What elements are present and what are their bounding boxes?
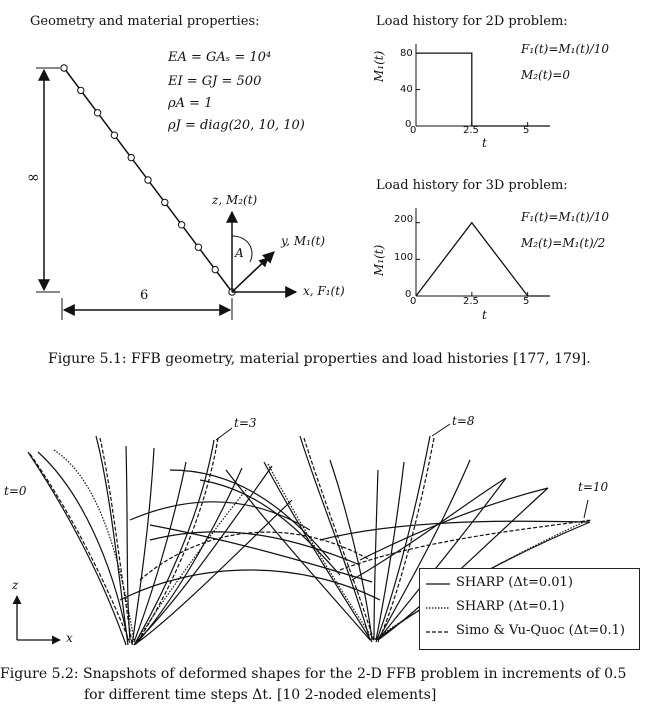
legend-item-dashed: Simo & Vu-Quoc (Δt=0.1) [420,621,639,643]
figure-5-2-caption-line2: for different time steps Δt. [10 2-noded… [84,687,437,703]
plot-2d-xtick-5: 5 [523,125,530,136]
legend-label-dotted: SHARP (Δt=0.1) [456,599,565,614]
plot-3d-xtick-0: 0 [410,296,417,307]
load-series-line [416,52,550,127]
snapshot-x-label: x [66,631,73,645]
property-ea: EA = GAₛ = 10⁴ [168,50,272,65]
plot-3d-xtick-5: 5 [523,296,530,307]
width-label: 6 [140,288,149,303]
time-label-0: t=0 [4,484,27,498]
plot-2d-ytick-80: 80 [400,48,413,59]
legend-label-solid: SHARP (Δt=0.01) [456,575,573,590]
plot-3d-xlabel: t [482,308,487,322]
legend-item-solid: SHARP (Δt=0.01) [420,573,639,595]
plot-2d-eq2: M₂(t)=0 [521,68,570,82]
plot-3d-xtick-25: 2.5 [463,296,479,307]
time-label-8: t=8 [452,414,475,428]
plot-3d-ytick-200: 200 [394,214,414,225]
geometry-diagram [36,64,298,320]
plot-3d-eq1: F₁(t)=M₁(t)/10 [521,210,609,224]
figure-5-2-caption-line1: Figure 5.2: Snapshots of deformed shapes… [0,666,627,682]
plot-2d-eq1: F₁(t)=M₁(t)/10 [521,42,609,56]
plot-2d-xtick-25: 2.5 [463,125,479,136]
angle-label: A [235,246,244,260]
property-ei: EI = GJ = 500 [168,74,262,89]
plot-3d-ytick-100: 100 [394,252,414,263]
plot-3d-eq2: M₂(t)=M₁(t)/2 [521,236,606,250]
plot-2d-chart [415,44,550,127]
property-rhoa: ρA = 1 [168,96,213,111]
time-label-10: t=10 [578,480,609,494]
property-rhoj: ρJ = diag(20, 10, 10) [168,118,305,133]
angle-arc [231,235,253,263]
plot-3d-chart [415,208,550,297]
plot-2d-xtick-0: 0 [410,125,417,136]
legend: SHARP (Δt=0.01) SHARP (Δt=0.1) Simo & Vu… [419,568,640,650]
plot-3d-ytick-0: 0 [405,289,412,300]
z-axis-label: z, M₂(t) [212,193,258,207]
plot-2d-ytick-0: 0 [405,119,412,130]
x-axis-label: x, F₁(t) [303,284,345,298]
snapshot-z-label: z [12,578,19,592]
plot-3d-heading: Load history for 3D problem: [376,178,568,193]
plot-2d-ytick-40: 40 [400,84,413,95]
height-infinity-label: ∞ [27,168,40,186]
legend-item-dotted: SHARP (Δt=0.1) [420,597,639,619]
plot-2d-xlabel: t [482,136,487,150]
beam-nodes [60,64,236,296]
geometry-heading: Geometry and material properties: [30,14,260,29]
time-label-3: t=3 [234,416,257,430]
legend-label-dashed: Simo & Vu-Quoc (Δt=0.1) [456,623,625,638]
deformed-shapes [27,435,593,646]
load-series-line [415,221,550,297]
figure-5-1-caption: Figure 5.1: FFB geometry, material prope… [48,351,591,367]
y-axis-label: y, M₁(t) [281,234,326,248]
plot-2d-heading: Load history for 2D problem: [376,14,568,29]
